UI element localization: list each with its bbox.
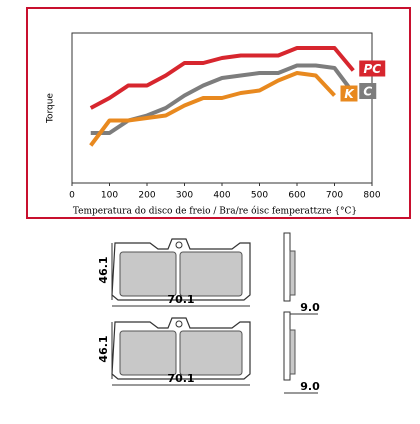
width-label: 70.1 — [167, 293, 194, 306]
width-label: 70.1 — [167, 372, 194, 385]
pad-drawing: 70.1 46.1 9.0 — [97, 311, 320, 394]
chart-frame — [26, 7, 411, 219]
pad-side-friction — [289, 329, 296, 375]
legend-label: K — [344, 87, 355, 101]
pad-side — [283, 311, 291, 381]
plot-area — [71, 32, 373, 184]
legend-box — [359, 60, 386, 77]
x-tick-label: 300 — [176, 191, 193, 201]
x-tick-label: 100 — [101, 191, 118, 201]
x-tick-label: 400 — [213, 191, 230, 201]
x-tick-label: 500 — [251, 191, 268, 201]
pad-friction — [119, 251, 177, 297]
x-tick-label: 700 — [326, 191, 343, 201]
x-tick-label: 800 — [363, 191, 380, 201]
x-tick-label: 200 — [138, 191, 155, 201]
pad-friction — [179, 330, 243, 376]
x-axis-label: Temperatura do disco de freio / Bra/re ó… — [73, 206, 357, 217]
legend-box — [340, 85, 358, 102]
pad-friction — [179, 251, 243, 297]
pad-side — [283, 232, 291, 302]
pad-friction — [119, 330, 177, 376]
pad-hole — [175, 320, 183, 328]
legend-label: PC — [363, 62, 381, 76]
legend-label: C — [363, 85, 372, 99]
pad-hole — [175, 241, 183, 249]
pad-side-friction — [289, 250, 296, 296]
series-line — [89, 46, 355, 110]
series-line — [89, 71, 336, 147]
x-tick-label: 600 — [288, 191, 305, 201]
height-label: 46.1 — [97, 256, 110, 283]
height-label: 46.1 — [97, 335, 110, 362]
pad-drawing: 70.1 46.1 9.0 — [97, 232, 320, 315]
thickness-label: 9.0 — [300, 301, 320, 314]
thickness-label: 9.0 — [300, 380, 320, 393]
x-tick-label: 0 — [69, 191, 75, 201]
legend-box — [359, 83, 377, 99]
y-axis-label: Torque — [46, 93, 56, 124]
